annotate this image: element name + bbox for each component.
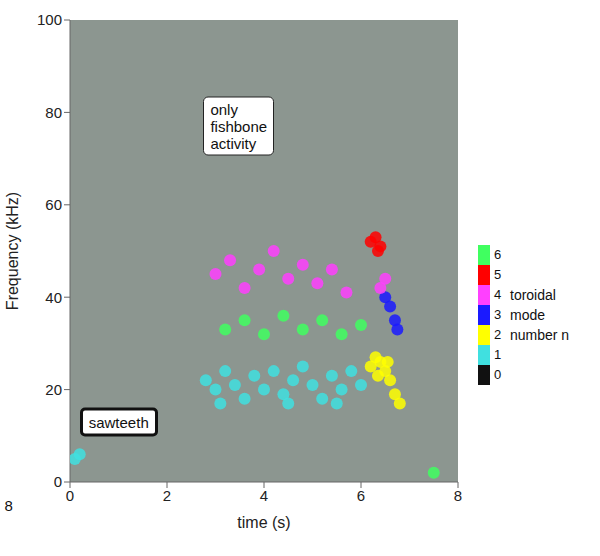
html-text:8: 8 [4,496,13,514]
svg-text:2: 2 [163,487,171,504]
html-text:activity: activity [210,134,257,152]
svg-text:Frequency (kHz): Frequency (kHz) [4,192,21,310]
svg-text:time (s): time (s) [237,514,290,531]
svg-text:100: 100 [37,11,62,28]
html-text:2: 2 [494,327,502,342]
svg-text:60: 60 [45,196,62,213]
html-text:sawteeth: sawteeth [88,413,149,431]
svg-text:8: 8 [454,487,462,504]
svg-text:4: 4 [260,487,268,504]
html-text:fishbone: fishbone [210,117,268,135]
html-text:1: 1 [494,347,502,362]
svg-text:20: 20 [45,381,62,398]
html-text:6: 6 [494,247,502,262]
html-text:4: 4 [494,287,502,302]
svg-text:40: 40 [45,289,62,306]
svg-text:0: 0 [66,487,74,504]
html-text:toroidal: toroidal [510,287,556,303]
html-text:only: only [210,100,238,118]
html-text:number n: number n [510,327,570,343]
html-text:3: 3 [494,307,502,322]
svg-text:0: 0 [54,473,62,490]
html-text:0: 0 [494,367,502,382]
svg-text:6: 6 [357,487,365,504]
svg-text:80: 80 [45,104,62,121]
html-text:mode: mode [510,307,545,323]
html-text:5: 5 [494,267,502,282]
